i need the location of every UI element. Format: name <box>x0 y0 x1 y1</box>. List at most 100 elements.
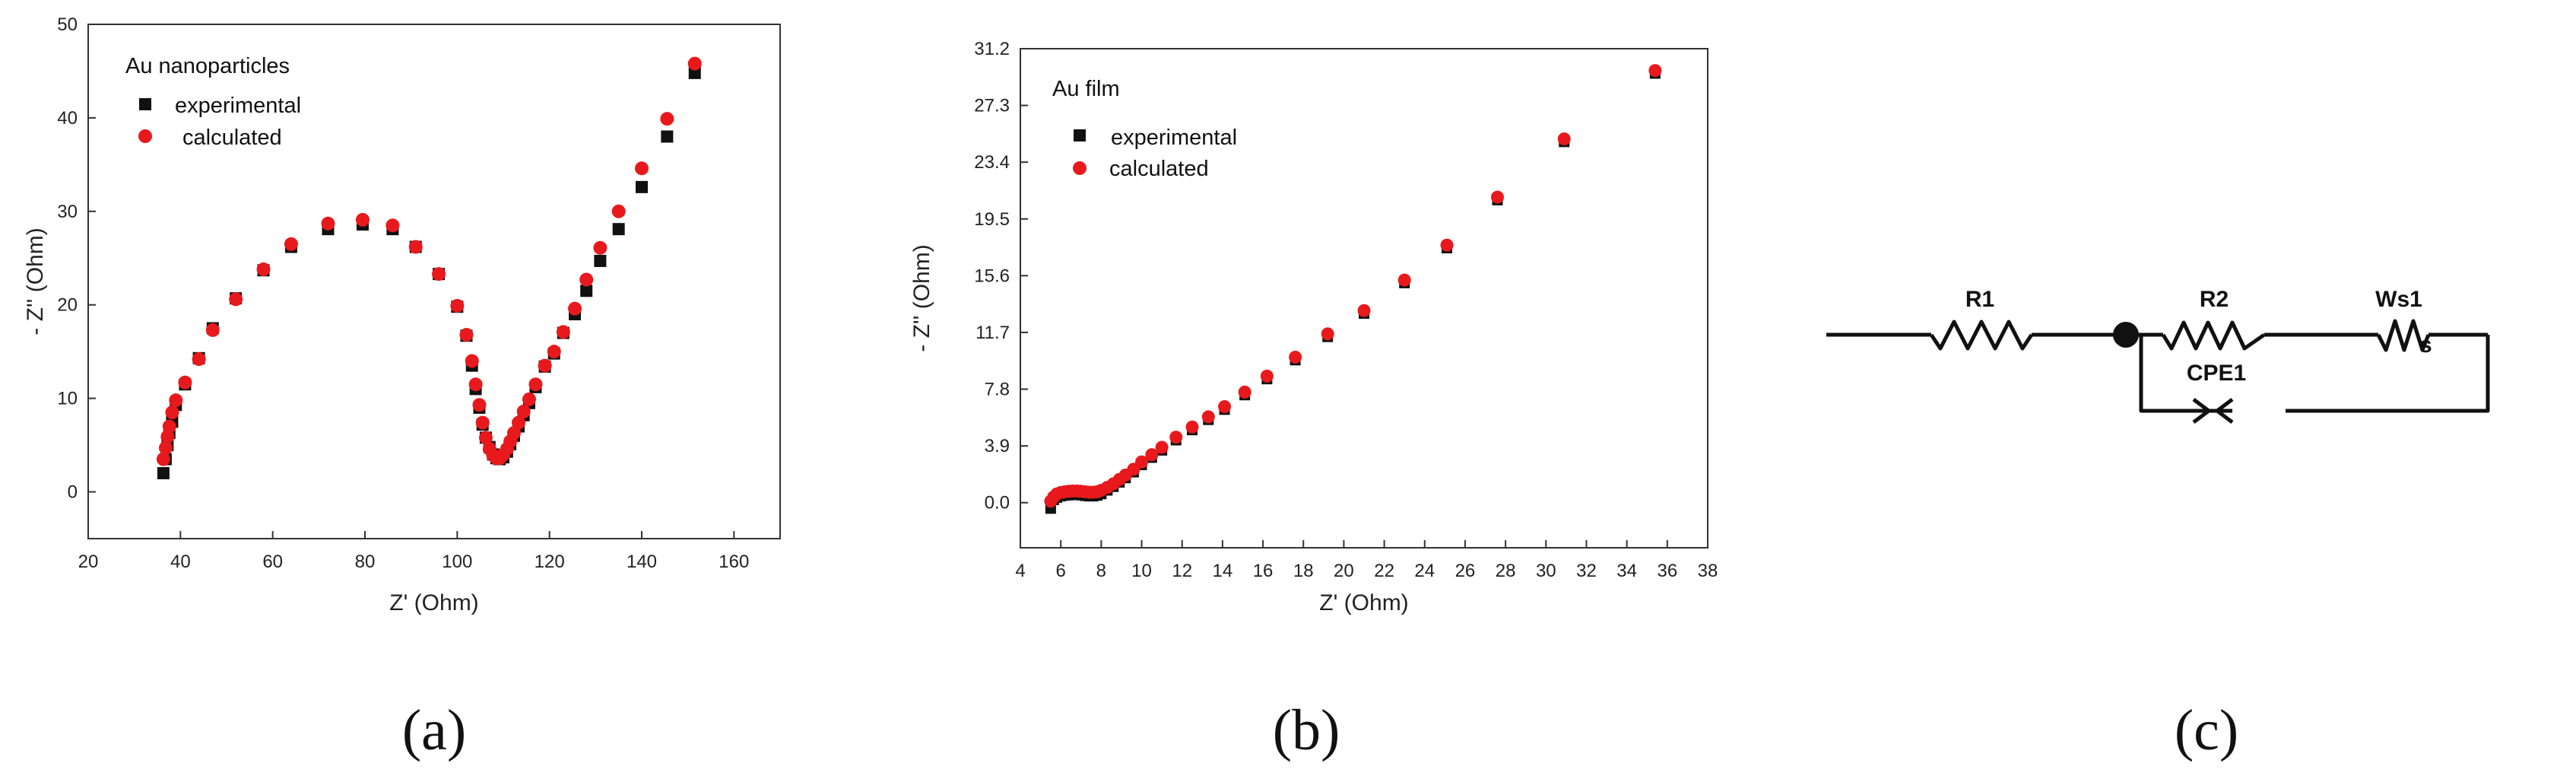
point-calculated <box>506 426 521 440</box>
point-calculated <box>432 267 446 281</box>
chart-b-y-axis-label: - Z'' (Ohm) <box>909 244 934 351</box>
y-tick-label: 19.5 <box>974 209 1010 230</box>
circuit-wire-return-left <box>2139 335 2232 413</box>
chart-b-frame <box>1020 48 1708 549</box>
point-calculated <box>385 218 400 233</box>
panel-label-a: (a) <box>402 698 466 762</box>
point-calculated <box>169 393 183 408</box>
point-calculated <box>472 398 487 412</box>
chart-b-x-ticks: 4 6 8 10 12 14 16 18 20 22 24 26 28 30 32 34 36 38 <box>1015 540 1718 581</box>
chart-b-au-film: 4 6 8 10 12 14 16 18 20 22 24 26 28 30 32 34 36 38 0.0 3.9… <box>909 39 1718 762</box>
point-calculated <box>256 262 271 277</box>
x-tick-label: 26 <box>1455 561 1476 581</box>
point-calculated <box>1289 350 1302 364</box>
point-calculated <box>579 272 594 287</box>
y-tick-label: 31.2 <box>974 39 1010 59</box>
x-tick-label: 16 <box>1253 561 1274 581</box>
point-calculated <box>1321 327 1334 341</box>
point-calculated <box>1357 304 1371 317</box>
point-calculated <box>205 323 220 337</box>
panel-label-c: (c) <box>2175 698 2238 762</box>
point-calculated <box>1490 190 1504 204</box>
point-calculated <box>538 358 552 373</box>
x-tick-label: 18 <box>1293 561 1314 581</box>
x-tick-label: 28 <box>1496 561 1516 581</box>
chart-b-legend-experimental-marker <box>1074 129 1086 142</box>
point-calculated <box>1648 64 1662 78</box>
circuit-label-cpe1: CPE1 <box>2187 361 2246 386</box>
x-tick-label: 36 <box>1657 561 1677 581</box>
y-tick-label: 20 <box>57 295 78 316</box>
point-experimental <box>661 130 674 143</box>
point-calculated <box>1218 399 1232 413</box>
x-tick-label: 38 <box>1698 561 1718 581</box>
point-experimental <box>580 285 593 297</box>
chart-a-y-ticks: 0 10 20 30 40 50 <box>57 14 96 503</box>
point-calculated <box>355 212 370 227</box>
point-calculated <box>687 56 702 71</box>
circuit-wire-return-right <box>2286 335 2490 413</box>
y-tick-label: 50 <box>57 14 78 35</box>
circuit-label-ws-subscript: s <box>2419 332 2432 358</box>
x-tick-label: 160 <box>719 552 749 572</box>
chart-a-legend-calculated-marker <box>138 129 152 143</box>
point-experimental <box>612 223 625 236</box>
point-calculated <box>160 430 175 444</box>
x-tick-label: 14 <box>1213 561 1233 581</box>
y-tick-label: 0 <box>68 482 78 503</box>
warburg-ws1-symbol <box>2376 319 2431 352</box>
point-calculated <box>1397 273 1411 287</box>
circuit-label-r2: R2 <box>2200 287 2229 312</box>
point-calculated <box>229 292 243 307</box>
y-tick-label: 27.3 <box>974 96 1010 116</box>
chart-a-x-axis-label: Z' (Ohm) <box>389 590 478 615</box>
y-tick-label: 10 <box>57 389 78 409</box>
point-calculated <box>1238 385 1252 399</box>
point-calculated <box>450 298 465 313</box>
x-tick-label: 12 <box>1172 561 1192 581</box>
x-tick-label: 10 <box>1131 561 1152 581</box>
x-tick-label: 100 <box>442 552 472 572</box>
chart-a-legend-experimental: experimental <box>175 94 301 118</box>
point-calculated <box>459 328 474 342</box>
point-calculated <box>1145 448 1159 462</box>
x-tick-label: 80 <box>355 552 376 572</box>
point-calculated <box>1155 440 1169 454</box>
chart-b-y-ticks: 0.0 3.9 7.8 11.7 15.6 19.5 23.4 27.3 31.2 <box>974 39 1028 514</box>
y-tick-label: 3.9 <box>985 436 1010 456</box>
point-calculated <box>516 404 531 418</box>
x-tick-label: 120 <box>535 552 565 572</box>
y-tick-label: 7.8 <box>985 380 1010 400</box>
panel-label-b: (b) <box>1273 698 1340 762</box>
chart-b-title: Au film <box>1052 77 1120 101</box>
x-tick-label: 24 <box>1414 561 1435 581</box>
point-calculated <box>156 452 170 466</box>
point-calculated <box>1135 455 1149 469</box>
point-calculated <box>660 112 674 126</box>
point-calculated <box>593 240 608 255</box>
chart-a-title: Au nanoparticles <box>125 54 290 78</box>
point-calculated <box>1440 238 1454 252</box>
point-calculated <box>158 440 173 455</box>
resistor-r2-symbol <box>2161 320 2266 351</box>
y-tick-label: 15.6 <box>974 266 1010 286</box>
point-calculated <box>162 419 176 434</box>
point-calculated <box>547 345 561 359</box>
x-tick-label: 60 <box>262 552 283 572</box>
y-tick-label: 30 <box>57 202 78 222</box>
x-tick-label: 8 <box>1096 561 1106 581</box>
point-calculated <box>178 375 192 390</box>
x-tick-label: 40 <box>170 552 191 572</box>
chart-b-legend-calculated: calculated <box>1109 157 1209 181</box>
circuit-label-ws1: Ws1 <box>2375 287 2422 312</box>
point-calculated <box>408 240 423 254</box>
circuit-node <box>2113 322 2139 348</box>
point-calculated <box>611 204 626 218</box>
chart-a-legend-calculated: calculated <box>182 126 282 150</box>
y-tick-label: 40 <box>57 108 78 129</box>
chart-a-x-ticks: 20 40 60 80 100 120 140 160 <box>78 531 749 572</box>
equivalent-circuit-diagram <box>1826 319 2490 424</box>
point-calculated <box>512 415 526 430</box>
y-tick-label: 11.7 <box>976 323 1010 343</box>
